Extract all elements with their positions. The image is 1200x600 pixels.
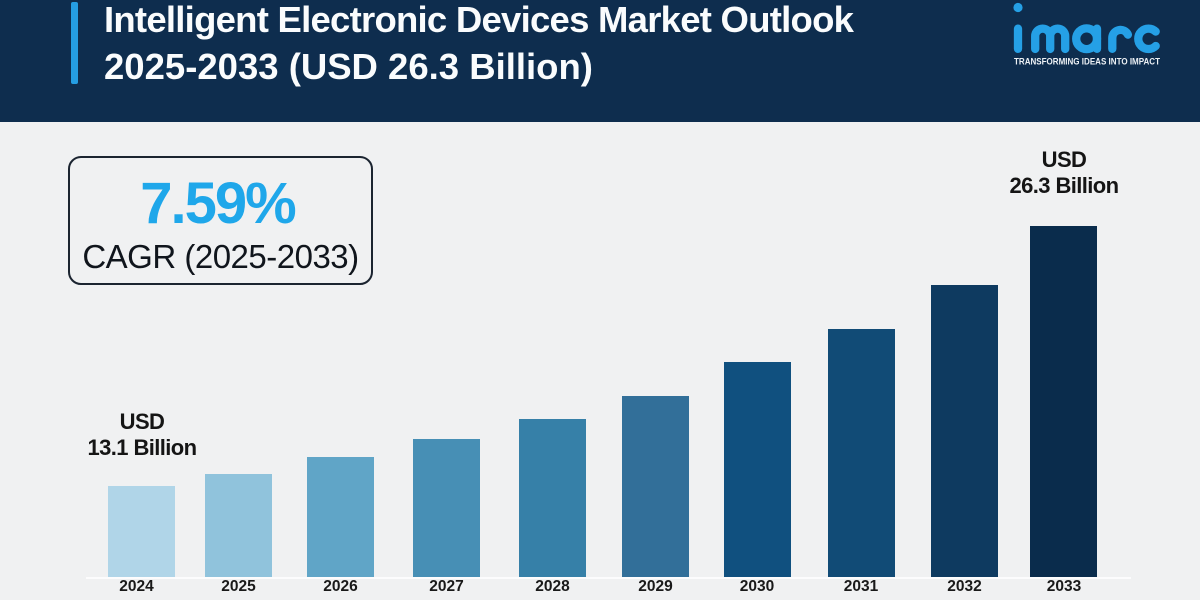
svg-text:TRANSFORMING IDEAS INTO IMPACT: TRANSFORMING IDEAS INTO IMPACT [1014, 57, 1161, 67]
